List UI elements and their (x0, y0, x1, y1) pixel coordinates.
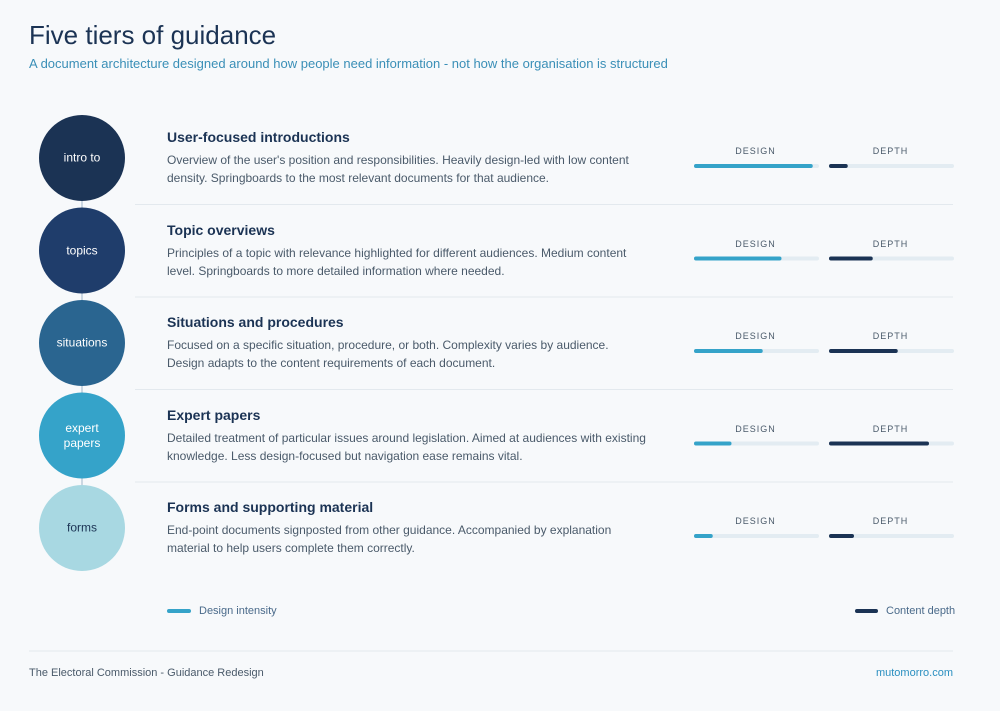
design-bar (694, 534, 713, 538)
bar-track (694, 534, 819, 538)
tier-title: User-focused introductions (167, 129, 350, 145)
design-bar (694, 256, 782, 261)
bar-label: DESIGN (735, 146, 776, 156)
tier-description: Principles of a topic with relevance hig… (167, 245, 627, 278)
design-bar (694, 164, 813, 168)
tier-badge: forms (67, 520, 97, 535)
depth-bar (829, 349, 898, 353)
tier-circle (39, 207, 125, 294)
tier-badge: expert papers (63, 420, 101, 450)
bar-track (829, 534, 954, 538)
tier-title: Expert papers (167, 406, 261, 423)
tier-badge: situations (56, 335, 108, 350)
design-bar (694, 441, 732, 446)
tier-title: Situations and procedures (167, 314, 344, 330)
bar-label: DESIGN (735, 238, 776, 249)
tier-description: Detailed treatment of particular issues … (167, 430, 646, 463)
tier-badge: topics (66, 243, 98, 257)
bar-label: DEPTH (872, 238, 909, 249)
footer-left: The Electoral Commission - Guidance Rede… (29, 667, 264, 679)
legend-label: Content depth (886, 605, 956, 617)
depth-bar (829, 534, 854, 538)
bar-label: DEPTH (872, 516, 909, 526)
tier-circle (39, 485, 125, 571)
depth-bar (829, 164, 848, 168)
tier-title: Topic overviews (167, 221, 275, 238)
bar-label: DESIGN (735, 516, 776, 526)
tier-circle (39, 300, 125, 386)
bar-label: DESIGN (735, 423, 776, 434)
legend-label: Design intensity (199, 605, 277, 617)
tier-title: Forms and supporting material (167, 499, 374, 515)
bar-label: DEPTH (872, 423, 909, 434)
design-bar (694, 349, 763, 353)
tier-circle (39, 115, 125, 201)
tier-badge: intro to (63, 150, 101, 165)
depth-bar (829, 441, 929, 446)
bar-label: DEPTH (872, 331, 909, 341)
legend-swatch (167, 609, 191, 613)
footer-right: mutomorro.com (875, 667, 953, 679)
bar-label: DEPTH (872, 146, 909, 156)
subtitle: A document architecture designed around … (29, 56, 668, 71)
tier-description: Overview of the user's position and resp… (167, 153, 629, 185)
title: Five tiers of guidance (29, 20, 277, 50)
tier-circle (39, 392, 125, 479)
tier-description: Focused on a specific situation, procedu… (167, 338, 609, 370)
bar-track (829, 164, 954, 168)
legend-swatch (855, 609, 878, 613)
bar-label: DESIGN (735, 331, 776, 341)
depth-bar (829, 256, 873, 261)
tier-description: End-point documents signposted from othe… (167, 523, 612, 555)
